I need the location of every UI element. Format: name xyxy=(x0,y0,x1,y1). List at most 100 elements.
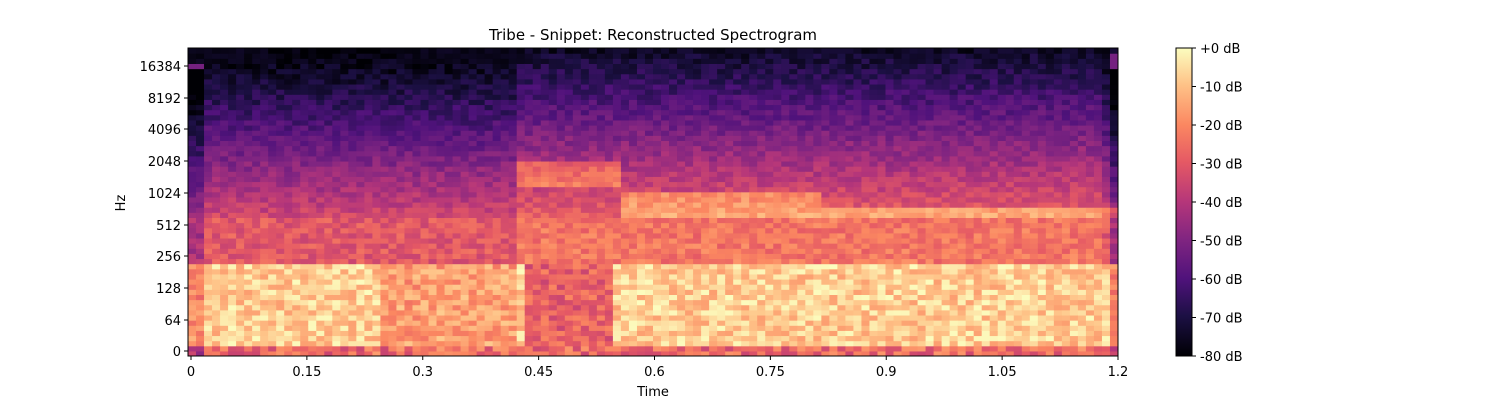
heatmap-cell xyxy=(348,340,357,347)
heatmap-cell xyxy=(749,340,758,347)
heatmap-cell xyxy=(636,237,646,244)
heatmap-cell xyxy=(532,171,542,177)
heatmap-cell xyxy=(677,135,686,141)
heatmap-cell xyxy=(340,181,349,188)
heatmap-cell xyxy=(276,212,285,218)
heatmap-cell xyxy=(741,155,750,162)
heatmap-cell xyxy=(244,207,253,213)
heatmap-cell xyxy=(733,48,742,54)
heatmap-cell xyxy=(188,253,197,260)
heatmap-cell xyxy=(524,294,534,301)
heatmap-cell xyxy=(677,248,686,254)
heatmap-cell xyxy=(236,212,245,218)
heatmap-cell xyxy=(428,309,438,316)
heatmap-cell xyxy=(612,232,622,239)
heatmap-cell xyxy=(781,237,790,244)
heatmap-cell xyxy=(596,284,606,290)
heatmap-cell xyxy=(484,48,494,54)
heatmap-cell xyxy=(276,227,285,234)
heatmap-cell xyxy=(685,299,694,306)
heatmap-cell xyxy=(508,253,518,260)
heatmap-cell xyxy=(420,350,430,356)
heatmap-cell xyxy=(428,135,438,141)
heatmap-cell xyxy=(693,171,702,177)
heatmap-cell xyxy=(492,330,502,337)
heatmap-cell xyxy=(244,294,253,301)
heatmap-cell xyxy=(829,181,838,188)
heatmap-cell xyxy=(460,130,470,136)
heatmap-cell xyxy=(685,237,694,244)
heatmap-cell xyxy=(661,130,670,136)
heatmap-cell xyxy=(580,217,590,224)
heatmap-cell xyxy=(813,104,822,111)
heatmap-cell xyxy=(428,150,438,157)
heatmap-cell xyxy=(717,94,726,100)
heatmap-cell xyxy=(572,53,582,59)
heatmap-cell xyxy=(789,284,798,290)
heatmap-cell xyxy=(188,53,197,59)
heatmap-cell xyxy=(476,150,486,157)
heatmap-cell xyxy=(524,68,534,75)
heatmap-cell xyxy=(797,83,806,90)
heatmap-cell xyxy=(717,279,726,285)
heatmap-cell xyxy=(604,89,614,95)
heatmap-cell xyxy=(845,217,855,224)
heatmap-cell xyxy=(404,227,414,234)
heatmap-cell xyxy=(749,294,758,301)
heatmap-cell xyxy=(260,258,269,265)
heatmap-cell xyxy=(300,160,309,167)
heatmap-cell xyxy=(388,125,398,131)
heatmap-cell xyxy=(556,314,566,321)
heatmap-cell xyxy=(484,279,494,285)
heatmap-cell xyxy=(340,294,349,301)
heatmap-cell xyxy=(669,232,678,239)
heatmap-cell xyxy=(364,325,373,331)
heatmap-cell xyxy=(765,320,774,326)
heatmap-cell xyxy=(516,196,526,203)
heatmap-cell xyxy=(460,89,470,95)
heatmap-cell xyxy=(588,104,598,111)
heatmap-cell xyxy=(741,140,750,147)
heatmap-cell xyxy=(757,176,766,183)
heatmap-cell xyxy=(596,299,606,306)
heatmap-cell xyxy=(268,99,277,106)
heatmap-cell xyxy=(580,237,590,244)
heatmap-cell xyxy=(653,166,662,172)
heatmap-cell xyxy=(500,350,510,356)
heatmap-cell xyxy=(813,130,822,136)
heatmap-cell xyxy=(332,268,341,275)
heatmap-cell xyxy=(540,253,550,260)
heatmap-cell xyxy=(556,104,566,111)
heatmap-cell xyxy=(773,202,782,208)
heatmap-cell xyxy=(837,299,847,306)
heatmap-cell xyxy=(188,125,197,131)
heatmap-cell xyxy=(316,119,325,126)
heatmap-cell xyxy=(837,212,847,218)
heatmap-cell xyxy=(236,309,245,316)
heatmap-cell xyxy=(741,273,750,280)
heatmap-cell xyxy=(733,263,742,270)
heatmap-cell xyxy=(276,248,285,254)
heatmap-cell xyxy=(644,150,654,157)
heatmap-cell xyxy=(564,83,574,90)
heatmap-cell xyxy=(749,130,758,136)
heatmap-cell xyxy=(484,135,494,141)
heatmap-cell xyxy=(380,335,390,342)
heatmap-cell xyxy=(741,73,750,80)
heatmap-cell xyxy=(797,109,806,116)
heatmap-cell xyxy=(460,340,470,347)
heatmap-cell xyxy=(837,68,847,75)
heatmap-cell xyxy=(669,145,678,152)
heatmap-cell xyxy=(757,258,766,265)
heatmap-cell xyxy=(404,309,414,316)
heatmap-cell xyxy=(388,289,398,295)
heatmap-cell xyxy=(284,63,293,70)
heatmap-cell xyxy=(212,166,221,172)
heatmap-cell xyxy=(404,155,414,162)
heatmap-cell xyxy=(757,325,766,331)
heatmap-cell xyxy=(524,335,534,342)
heatmap-cell xyxy=(372,202,382,208)
heatmap-cell xyxy=(604,299,614,306)
heatmap-cell xyxy=(805,68,814,75)
heatmap-cell xyxy=(653,114,662,121)
